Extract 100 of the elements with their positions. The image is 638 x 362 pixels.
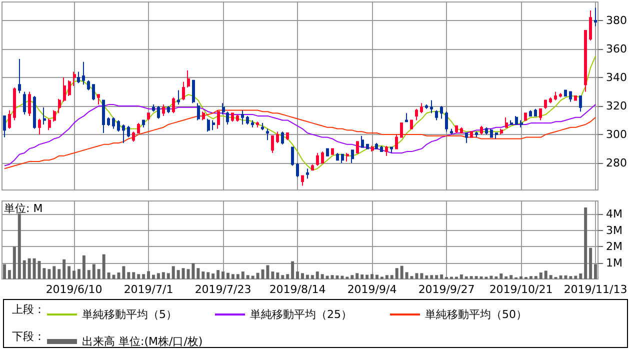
candlestick [505,116,508,128]
bar [12,246,16,279]
y-tick-label: 320 [606,99,627,112]
bar [500,273,503,279]
y-tick-label: 280 [606,156,627,170]
bar [222,272,225,279]
bar [510,275,513,279]
bar [107,272,110,279]
candlestick [13,86,16,121]
bar [176,270,180,279]
candlestick [147,112,150,121]
candlestick [529,110,532,116]
y-axis-title: 単位: M [4,202,43,215]
bar [241,272,244,279]
bar [291,261,294,279]
bar [400,266,404,279]
candlestick [276,131,279,144]
y-tick-label: 4M [606,208,622,220]
candlestick [172,96,175,114]
candlestick [485,126,488,135]
bar [32,258,36,279]
x-tick-label: 2019/7/23 [194,283,252,296]
bar [300,273,304,279]
candlestick [480,125,483,135]
candlestick [336,152,339,161]
candlestick [167,105,170,114]
x-tick-label: 2019/6/10 [46,283,102,296]
bar [529,276,532,279]
x-tick-label: 2019/10/21 [489,283,553,296]
candlestick [366,144,369,150]
candlestick [470,131,473,138]
candlestick [187,70,190,88]
bar [584,208,588,279]
bar [68,266,71,279]
x-tick-label: 2019/11/13 [564,283,628,296]
legend-label: 出来高 単位:(M株/口/枚) [82,335,203,348]
candlestick [266,128,269,141]
legend-title: 上段： [12,303,45,316]
candlestick [82,61,85,86]
bar [48,269,51,279]
x-tick-label: 2019/7/1 [124,283,174,296]
bar [206,272,210,279]
candlestick [539,108,542,121]
candlestick [534,108,537,116]
bar [286,274,290,279]
candlestick [68,80,71,96]
candlestick [261,122,264,131]
x-tick-label: 2019/9/4 [347,283,397,296]
bar [430,275,434,279]
bar [127,272,130,279]
candlestick [390,146,393,154]
candlestick [510,120,513,125]
bar [132,272,136,279]
bar [231,274,234,279]
bar [375,274,378,279]
candlestick [281,131,284,145]
candlestick [162,104,165,116]
line-series [4,56,596,171]
candlestick [8,110,11,130]
bar [296,272,300,279]
bar [544,270,548,279]
candlestick [3,115,6,138]
candlestick [311,164,314,171]
candlestick [137,122,140,134]
candlestick [301,175,304,186]
candlestick [465,132,468,144]
bar [166,273,170,279]
bar [22,260,26,279]
bar [474,276,478,279]
candlestick [574,96,577,101]
bar [8,270,11,279]
candlestick [475,131,478,138]
candlestick [207,118,210,132]
bar [152,274,155,279]
bar [58,269,61,279]
bar [82,255,86,279]
bar [87,270,90,279]
candlestick [271,135,274,154]
legend-label: 単純移動平均（50） [424,308,527,321]
bar [156,273,160,279]
bar [405,272,408,279]
candlestick [549,96,552,104]
bar [226,272,230,279]
bar [440,274,444,279]
bar [316,272,319,279]
candlestick [18,58,21,94]
candlestick [380,145,383,152]
bar [320,274,324,279]
bar [549,275,552,279]
bar [494,276,498,279]
bar [102,254,106,279]
candlestick [356,141,359,154]
bar [539,272,542,279]
bar [480,276,483,279]
candlestick [23,91,26,116]
bar [589,248,592,279]
y-tick-label: 340 [606,70,627,84]
legend-title: 下段： [12,330,45,343]
candlestick [460,126,463,134]
bar [370,274,374,279]
